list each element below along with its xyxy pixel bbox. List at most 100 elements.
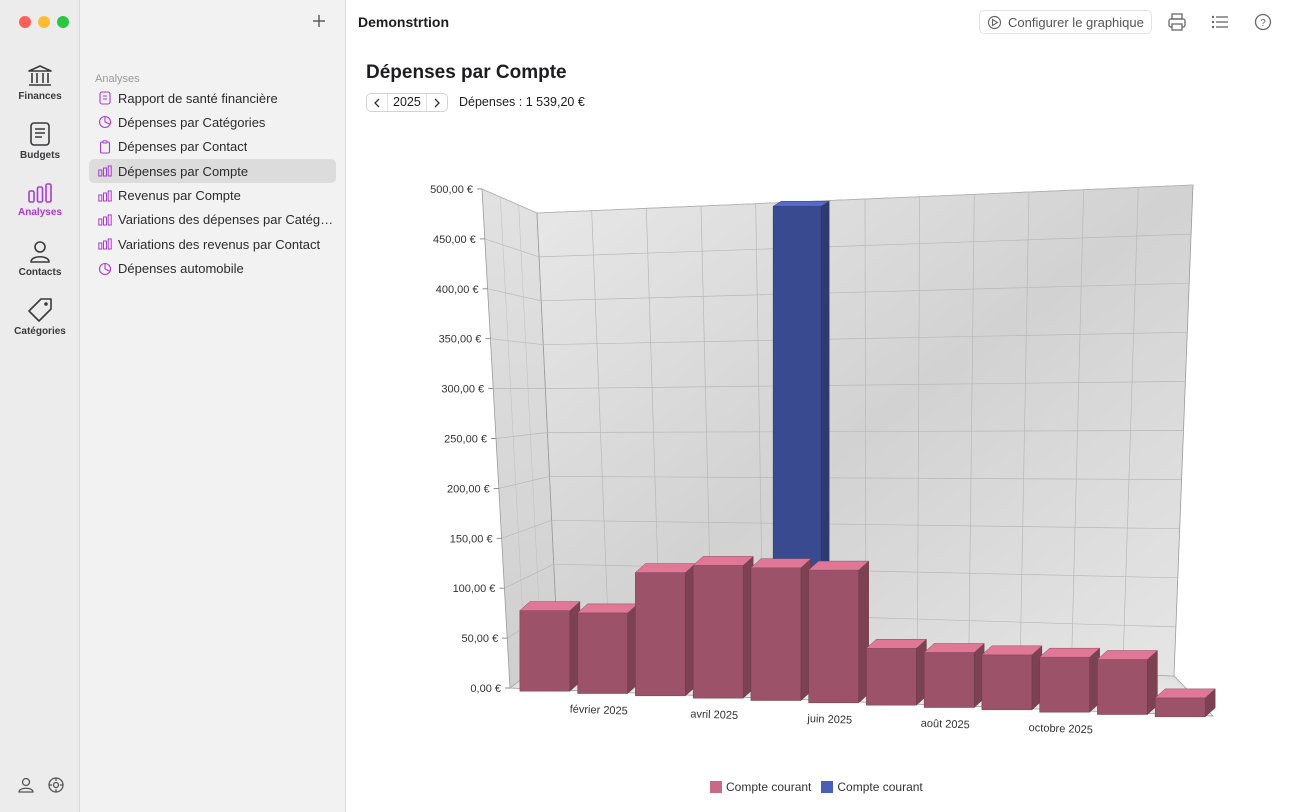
icon-rail: Finances Budgets Analyses Contacts Caté	[0, 0, 80, 812]
bar-compte-courant-pink-front	[577, 612, 628, 694]
sidebar-item-label: Revenus par Compte	[118, 188, 241, 204]
bar-compte-courant-pink-top	[692, 556, 754, 566]
sidebar-item-rapport-sante[interactable]: Rapport de santé financière	[89, 86, 336, 110]
bar-compte-courant-pink-front	[1154, 697, 1206, 718]
rail-item-analyses[interactable]: Analyses	[0, 182, 80, 218]
zoom-window-button[interactable]	[57, 16, 69, 28]
rail-label: Contacts	[18, 267, 62, 278]
legend-swatch	[710, 781, 722, 793]
sidebar-item-depenses-automobile[interactable]: Dépenses automobile	[89, 257, 336, 281]
rail-bottom-tools	[17, 776, 65, 794]
y-tick-label: 150,00 €	[450, 533, 493, 545]
y-tick-label: 450,00 €	[433, 234, 476, 246]
person-icon	[30, 241, 50, 263]
chart-gridline	[487, 288, 542, 302]
chart-gridline	[968, 194, 975, 669]
bar-compte-courant-pink	[807, 560, 870, 704]
legend-label: Compte courant	[726, 780, 812, 794]
close-window-button[interactable]	[19, 16, 31, 28]
sidebar-item-depenses-compte[interactable]: Dépenses par Compte	[89, 159, 336, 184]
sidebar-item-label: Dépenses automobile	[118, 261, 244, 277]
chart-gridline	[498, 476, 550, 489]
x-tick-label: avril 2025	[690, 708, 738, 722]
chart-gridline	[484, 238, 540, 258]
previous-year-button[interactable]	[367, 94, 387, 111]
list-icon[interactable]	[1209, 11, 1231, 33]
chart-gridline	[916, 196, 921, 667]
minimize-window-button[interactable]	[38, 16, 50, 28]
configure-chart-label: Configurer le graphique	[1008, 14, 1144, 30]
x-tick-label: octobre 2025	[1028, 722, 1093, 736]
bar-compte-courant-pink-top	[807, 560, 870, 571]
configure-chart-button[interactable]: Configurer le graphique	[979, 10, 1152, 34]
bar-compte-courant-pink-top	[1038, 647, 1101, 658]
chart-gridline	[495, 432, 548, 439]
print-icon[interactable]	[1166, 11, 1188, 33]
svg-text:?: ?	[1260, 18, 1266, 29]
bar-compte-courant-pink-front	[635, 572, 686, 697]
bar-compte-courant-pink-top	[981, 645, 1043, 656]
bar-compte-courant-pink-top	[865, 639, 928, 649]
report-title: Dépenses par Compte	[366, 62, 567, 83]
rail-item-budgets[interactable]: Budgets	[0, 121, 80, 161]
chart-gridline	[481, 188, 538, 214]
bar-compte-courant-pink-top	[519, 601, 581, 611]
tag-icon	[28, 298, 52, 322]
chart-gridline	[501, 519, 552, 539]
legend-swatch	[821, 781, 834, 793]
bar-compte-courant-pink-front	[866, 648, 917, 706]
chart-gridline	[500, 196, 527, 677]
bar-compte-courant-pink-front	[808, 569, 859, 704]
add-icon[interactable]	[309, 11, 329, 31]
report-icon	[99, 91, 111, 105]
clipboard-icon	[99, 140, 111, 154]
sidebar-item-variations-depenses[interactable]: Variations des dépenses par Catég…	[89, 208, 336, 232]
rail-item-contacts[interactable]: Contacts	[0, 240, 80, 278]
rail-item-categories[interactable]: Catégories	[0, 297, 80, 337]
chevron-right-icon	[434, 98, 440, 107]
rail-item-finances[interactable]: Finances	[0, 64, 80, 102]
expenses-by-account-chart: 0,00 € 50,00 € 100,00 € 150,00 € 200,00 € 250…	[430, 184, 1216, 736]
rail-label: Catégories	[14, 326, 66, 337]
pie-chart-icon	[98, 262, 112, 275]
bar-compte-courant-pink-front	[1039, 656, 1090, 713]
sidebar-item-depenses-categories[interactable]: Dépenses par Catégories	[89, 110, 336, 134]
bar-compte-courant-pink-top	[923, 643, 985, 653]
y-tick-label: 200,00 €	[447, 483, 490, 495]
legend-item: Compte courant	[821, 780, 923, 794]
bar-compte-courant-pink-front	[519, 610, 571, 692]
bar-compte-courant-pink	[1154, 688, 1216, 718]
bar-chart-icon	[98, 238, 112, 250]
chevron-left-icon	[374, 98, 380, 107]
chart-gridline	[504, 563, 554, 589]
y-tick-label: 500,00 €	[430, 184, 473, 196]
y-tick-label: 400,00 €	[436, 284, 479, 296]
next-year-button[interactable]	[427, 94, 447, 111]
bank-icon	[28, 65, 52, 86]
legend-label: Compte courant	[837, 780, 923, 794]
sidebar-item-revenus-compte[interactable]: Revenus par Compte	[89, 184, 336, 208]
bar-compte-courant-pink-top	[750, 558, 812, 569]
bar-compte-courant-pink	[865, 638, 928, 706]
chart-settings-icon	[987, 15, 1002, 29]
bar-compte-courant-pink-front	[692, 565, 744, 699]
settings-gear-icon[interactable]	[47, 776, 65, 794]
help-icon[interactable]: ?	[1252, 11, 1274, 33]
sidebar-item-label: Rapport de santé financière	[118, 90, 278, 106]
y-tick-label: 50,00 €	[461, 633, 498, 645]
legend-item: Compte courant	[710, 780, 811, 794]
sidebar-item-variations-revenus[interactable]: Variations des revenus par Contact	[89, 232, 336, 256]
sidebar-item-depenses-contact[interactable]: Dépenses par Contact	[89, 135, 336, 159]
bar-compte-courant-pink-front	[923, 652, 975, 708]
sidebar-section-title: Analyses	[95, 73, 140, 85]
account-icon[interactable]	[17, 776, 35, 794]
bar-compte-courant-pink-top	[1096, 650, 1159, 660]
year-stepper: 2025	[366, 93, 448, 112]
chart-gridline	[1070, 189, 1085, 673]
bar-compte-courant-blue-top	[772, 200, 830, 207]
chart-gridline	[1122, 187, 1139, 675]
bar-chart-icon	[98, 190, 112, 202]
chart-gridline	[490, 338, 544, 346]
chart-gridline	[518, 204, 543, 665]
sidebar-item-label: Dépenses par Catégories	[118, 114, 266, 130]
